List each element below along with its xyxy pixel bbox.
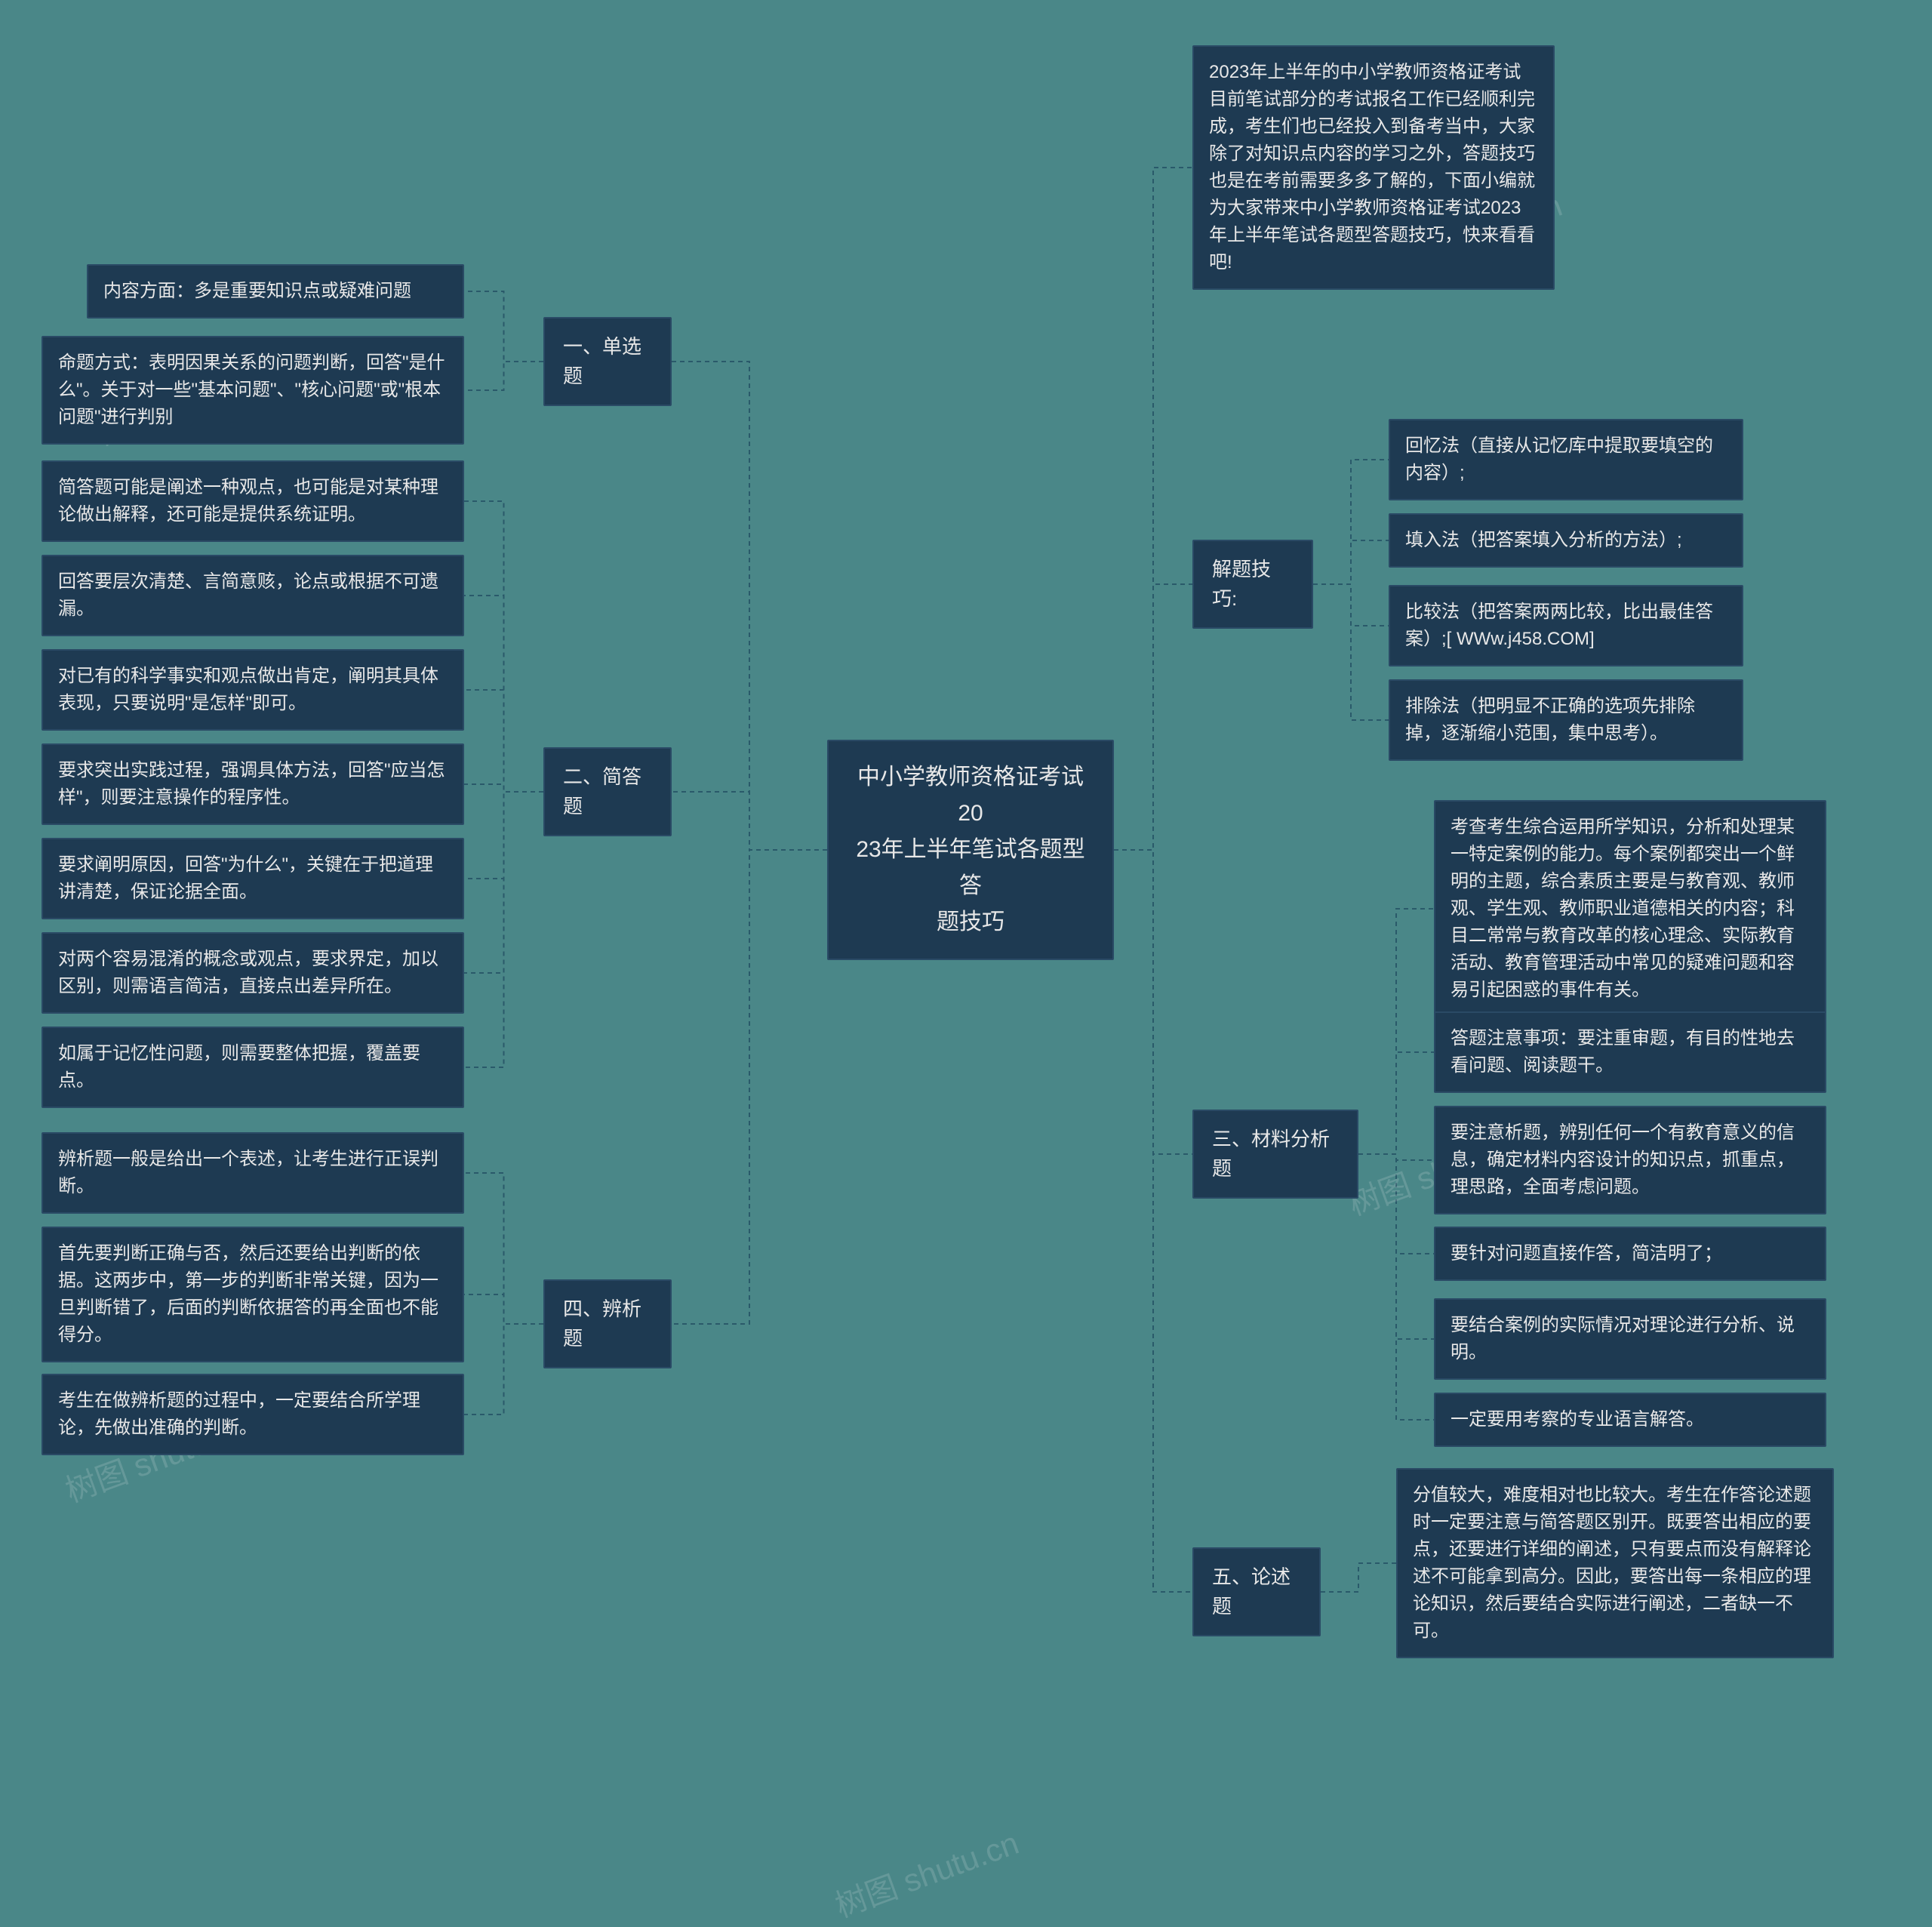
leaf-r-1-0: 考查考生综合运用所学知识，分析和处理某一特定案例的能力。每个案例都突出一个鲜明的… [1434, 800, 1826, 1017]
branch-1: 三、材料分析题 [1192, 1110, 1358, 1199]
leaf-l-2-2: 考生在做辨析题的过程中，一定要结合所学理论，先做出准确的判断。 [42, 1374, 464, 1455]
branch-l-0: 一、单选题 [543, 317, 672, 406]
branch-2: 五、论述题 [1192, 1547, 1321, 1636]
watermark: 树图 shutu.cn [828, 1818, 1024, 1926]
leaf-l-1-3: 要求突出实践过程，强调具体方法，回答"应当怎样"，则要注意操作的程序性。 [42, 743, 464, 825]
leaf-l-1-5: 对两个容易混淆的概念或观点，要求界定，加以区别，则需语言简洁，直接点出差异所在。 [42, 932, 464, 1014]
leaf-r-0-2: 比较法（把答案两两比较，比出最佳答案）;[ WWw.j458.COM] [1389, 585, 1743, 666]
branch-0: 解题技巧: [1192, 540, 1313, 629]
leaf-r-0-3: 排除法（把明显不正确的选项先排除掉，逐渐缩小范围，集中思考）。 [1389, 679, 1743, 761]
leaf-r-1-4: 要结合案例的实际情况对理论进行分析、说明。 [1434, 1298, 1826, 1380]
branch-l-1: 二、简答题 [543, 747, 672, 836]
leaf-l-2-1: 首先要判断正确与否，然后还要给出判断的依据。这两步中，第一步的判断非常关键，因为… [42, 1227, 464, 1362]
leaf-r-1-5: 一定要用考察的专业语言解答。 [1434, 1393, 1826, 1447]
center-topic: 中小学教师资格证考试20 23年上半年笔试各题型答 题技巧 [827, 740, 1114, 960]
leaf-r-0-0: 回忆法（直接从记忆库中提取要填空的内容）; [1389, 419, 1743, 500]
leaf-r-0-1: 填入法（把答案填入分析的方法）; [1389, 513, 1743, 568]
branch-l-2: 四、辨析题 [543, 1279, 672, 1368]
leaf-r-1-3: 要针对问题直接作答，简洁明了； [1434, 1227, 1826, 1281]
leaf-l-1-0: 简答题可能是阐述一种观点，也可能是对某种理论做出解释，还可能是提供系统证明。 [42, 460, 464, 542]
leaf-l-1-1: 回答要层次清楚、言简意赅，论点或根据不可遗漏。 [42, 555, 464, 636]
leaf-l-1-4: 要求阐明原因，回答"为什么"，关键在于把道理讲清楚，保证论据全面。 [42, 838, 464, 919]
leaf-l-1-2: 对已有的科学事实和观点做出肯定，阐明其具体表现，只要说明"是怎样"即可。 [42, 649, 464, 731]
leaf-r-1-2: 要注意析题，辨别任何一个有教育意义的信息，确定材料内容设计的知识点，抓重点，理思… [1434, 1106, 1826, 1214]
leaf-l-0-1: 命题方式：表明因果关系的问题判断，回答"是什么"。关于对一些"基本问题"、"核心… [42, 336, 464, 445]
leaf-l-2-0: 辨析题一般是给出一个表述，让考生进行正误判断。 [42, 1132, 464, 1214]
leaf-r-2-0: 分值较大，难度相对也比较大。考生在作答论述题时一定要注意与简答题区别开。既要答出… [1396, 1468, 1834, 1658]
leaf-l-1-6: 如属于记忆性问题，则需要整体把握，覆盖要点。 [42, 1027, 464, 1108]
leaf-l-0-0: 内容方面：多是重要知识点或疑难问题 [87, 264, 464, 319]
intro-text: 2023年上半年的中小学教师资格证考试目前笔试部分的考试报名工作已经顺利完成，考… [1192, 45, 1555, 290]
leaf-r-1-1: 答题注意事项：要注重审题，有目的性地去看问题、阅读题干。 [1434, 1011, 1826, 1093]
